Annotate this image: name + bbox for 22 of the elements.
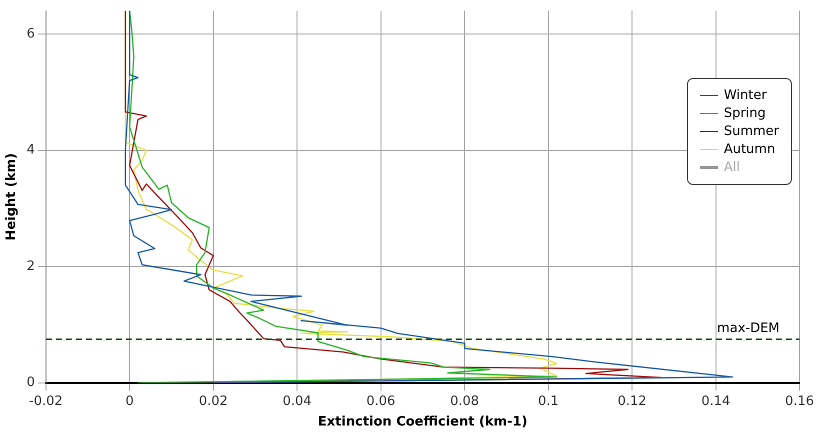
x-tick-label: 0.16 [785,394,814,409]
x-tick-label: 0.12 [618,394,647,409]
legend-label: Autumn [724,142,776,157]
legend-label: All [724,160,740,175]
legend-label: Summer [724,124,779,139]
x-axis-title: Extinction Coefficient (km-1) [318,414,528,430]
y-tick-label: 6 [26,26,35,42]
x-tick-label: 0.08 [450,394,480,409]
x-tick-label: 0.02 [198,394,228,409]
ref-line-label: max-DEM [717,321,780,336]
x-tick-label: 0.1 [538,394,559,409]
x-tick-label: -0.02 [29,394,63,409]
x-tick-label: 0.14 [701,394,730,409]
y-tick-label: 2 [26,258,35,274]
y-axis-title: Height (km) [4,153,20,241]
y-tick-label: 0 [26,375,35,390]
legend-label: Spring [724,106,766,121]
x-tick-label: 0.04 [282,394,312,409]
y-tick-label: 4 [26,142,35,158]
x-tick-label: 0.06 [366,394,396,409]
legend-label: Winter [724,88,767,103]
x-tick-label: 0 [125,394,134,409]
